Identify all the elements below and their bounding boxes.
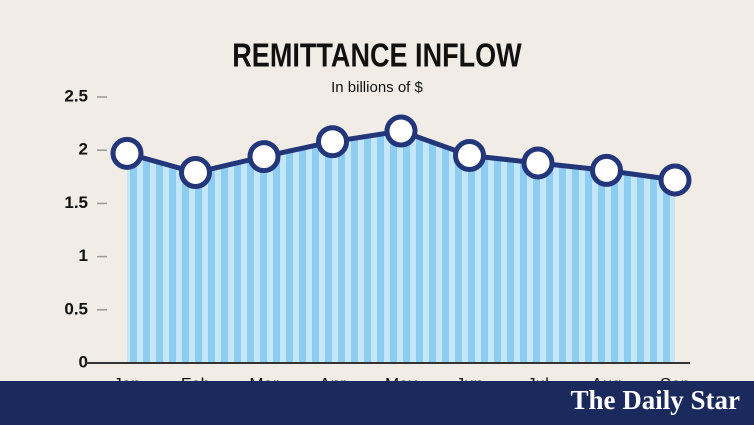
point	[384, 114, 418, 148]
y-tick-label: 2.5	[64, 86, 88, 105]
point	[658, 163, 692, 197]
source-logo: The Daily Star	[570, 385, 740, 415]
point	[247, 140, 281, 174]
chart-title: REMITTANCE INFLOW	[232, 38, 522, 74]
area	[127, 131, 675, 363]
y-tick-label: 1	[79, 246, 88, 265]
y-tick-label: 0.5	[64, 299, 88, 318]
point	[179, 156, 212, 190]
point	[316, 125, 349, 159]
point	[590, 153, 623, 187]
y-tick-label: 0	[79, 352, 88, 371]
y-tick-label: 1.5	[64, 193, 88, 212]
chart-subtitle: In billions of $	[331, 79, 423, 96]
point	[110, 136, 144, 170]
footer-banner	[0, 381, 754, 425]
y-tick-label: 2	[79, 140, 88, 159]
point	[453, 139, 486, 173]
point	[521, 146, 555, 180]
